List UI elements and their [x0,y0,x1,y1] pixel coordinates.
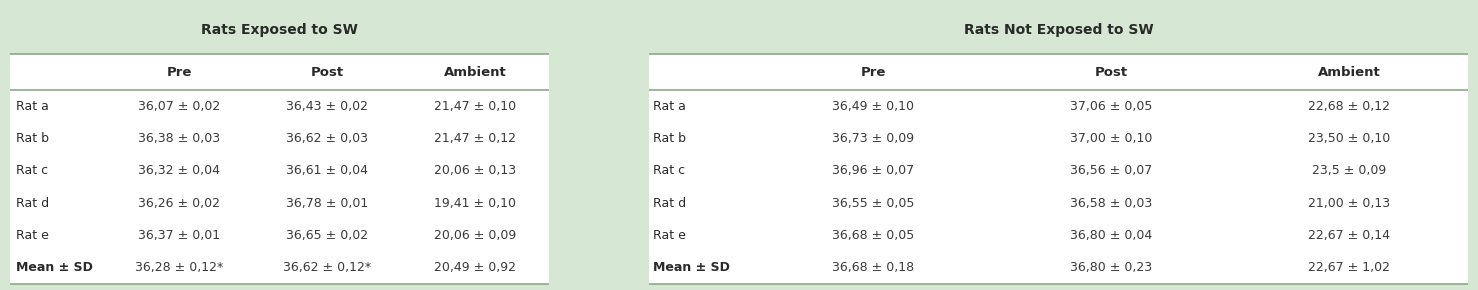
Text: Rat b: Rat b [16,132,49,145]
Text: Rats Exposed to SW: Rats Exposed to SW [201,23,358,37]
Text: Rat b: Rat b [653,132,686,145]
Text: 36,73 ± 0,09: 36,73 ± 0,09 [832,132,913,145]
Text: Rat d: Rat d [653,197,686,210]
Text: 36,96 ± 0,07: 36,96 ± 0,07 [832,164,913,177]
Text: 19,41 ± 0,10: 19,41 ± 0,10 [435,197,516,210]
Text: 36,37 ± 0,01: 36,37 ± 0,01 [137,229,220,242]
Text: Post: Post [310,66,343,79]
Text: 36,49 ± 0,10: 36,49 ± 0,10 [832,100,913,113]
Text: 21,00 ± 0,13: 21,00 ± 0,13 [1308,197,1391,210]
Text: 36,61 ± 0,04: 36,61 ± 0,04 [287,164,368,177]
Text: 22,67 ± 1,02: 22,67 ± 1,02 [1308,261,1389,274]
Text: 36,68 ± 0,18: 36,68 ± 0,18 [832,261,913,274]
Text: Rat c: Rat c [653,164,686,177]
Bar [649,6,1468,284]
Text: Rat e: Rat e [653,229,686,242]
Text: 21,47 ± 0,10: 21,47 ± 0,10 [435,100,516,113]
Text: 36,07 ± 0,02: 36,07 ± 0,02 [137,100,220,113]
Text: 20,06 ± 0,09: 20,06 ± 0,09 [435,229,516,242]
Text: 36,80 ± 0,04: 36,80 ± 0,04 [1070,229,1153,242]
Text: 23,50 ± 0,10: 23,50 ± 0,10 [1308,132,1391,145]
Text: 36,80 ± 0,23: 36,80 ± 0,23 [1070,261,1151,274]
Text: Rat e: Rat e [16,229,49,242]
Text: 20,49 ± 0,92: 20,49 ± 0,92 [435,261,516,274]
Text: 22,67 ± 0,14: 22,67 ± 0,14 [1308,229,1389,242]
Text: 22,68 ± 0,12: 22,68 ± 0,12 [1308,100,1389,113]
Text: 23,5 ± 0,09: 23,5 ± 0,09 [1312,164,1386,177]
Text: 36,58 ± 0,03: 36,58 ± 0,03 [1070,197,1153,210]
Text: Pre: Pre [167,66,192,79]
Text: Post: Post [1094,66,1128,79]
Text: Pre: Pre [860,66,885,79]
Bar [10,6,548,54]
Text: 36,78 ± 0,01: 36,78 ± 0,01 [285,197,368,210]
Text: 36,43 ± 0,02: 36,43 ± 0,02 [287,100,368,113]
Text: Rat d: Rat d [16,197,49,210]
Text: 20,06 ± 0,13: 20,06 ± 0,13 [435,164,516,177]
Text: 37,00 ± 0,10: 37,00 ± 0,10 [1070,132,1153,145]
Text: 36,28 ± 0,12*: 36,28 ± 0,12* [134,261,223,274]
Text: Mean ± SD: Mean ± SD [653,261,730,274]
Text: Ambient: Ambient [1317,66,1380,79]
Text: 36,38 ± 0,03: 36,38 ± 0,03 [137,132,220,145]
Text: Rat a: Rat a [653,100,686,113]
Text: Mean ± SD: Mean ± SD [16,261,93,274]
Text: 36,32 ± 0,04: 36,32 ± 0,04 [137,164,220,177]
Text: 36,62 ± 0,03: 36,62 ± 0,03 [287,132,368,145]
Text: 36,26 ± 0,02: 36,26 ± 0,02 [137,197,220,210]
Text: Rats Not Exposed to SW: Rats Not Exposed to SW [964,23,1153,37]
Text: 36,65 ± 0,02: 36,65 ± 0,02 [285,229,368,242]
Text: Rat c: Rat c [16,164,49,177]
Text: 36,55 ± 0,05: 36,55 ± 0,05 [832,197,915,210]
Text: 36,68 ± 0,05: 36,68 ± 0,05 [832,229,913,242]
Text: 21,47 ± 0,12: 21,47 ± 0,12 [435,132,516,145]
Text: 36,56 ± 0,07: 36,56 ± 0,07 [1070,164,1153,177]
Text: 37,06 ± 0,05: 37,06 ± 0,05 [1070,100,1153,113]
Text: Ambient: Ambient [443,66,507,79]
Bar [10,6,548,284]
Text: Rat a: Rat a [16,100,49,113]
Bar [649,6,1468,54]
Text: 36,62 ± 0,12*: 36,62 ± 0,12* [282,261,371,274]
